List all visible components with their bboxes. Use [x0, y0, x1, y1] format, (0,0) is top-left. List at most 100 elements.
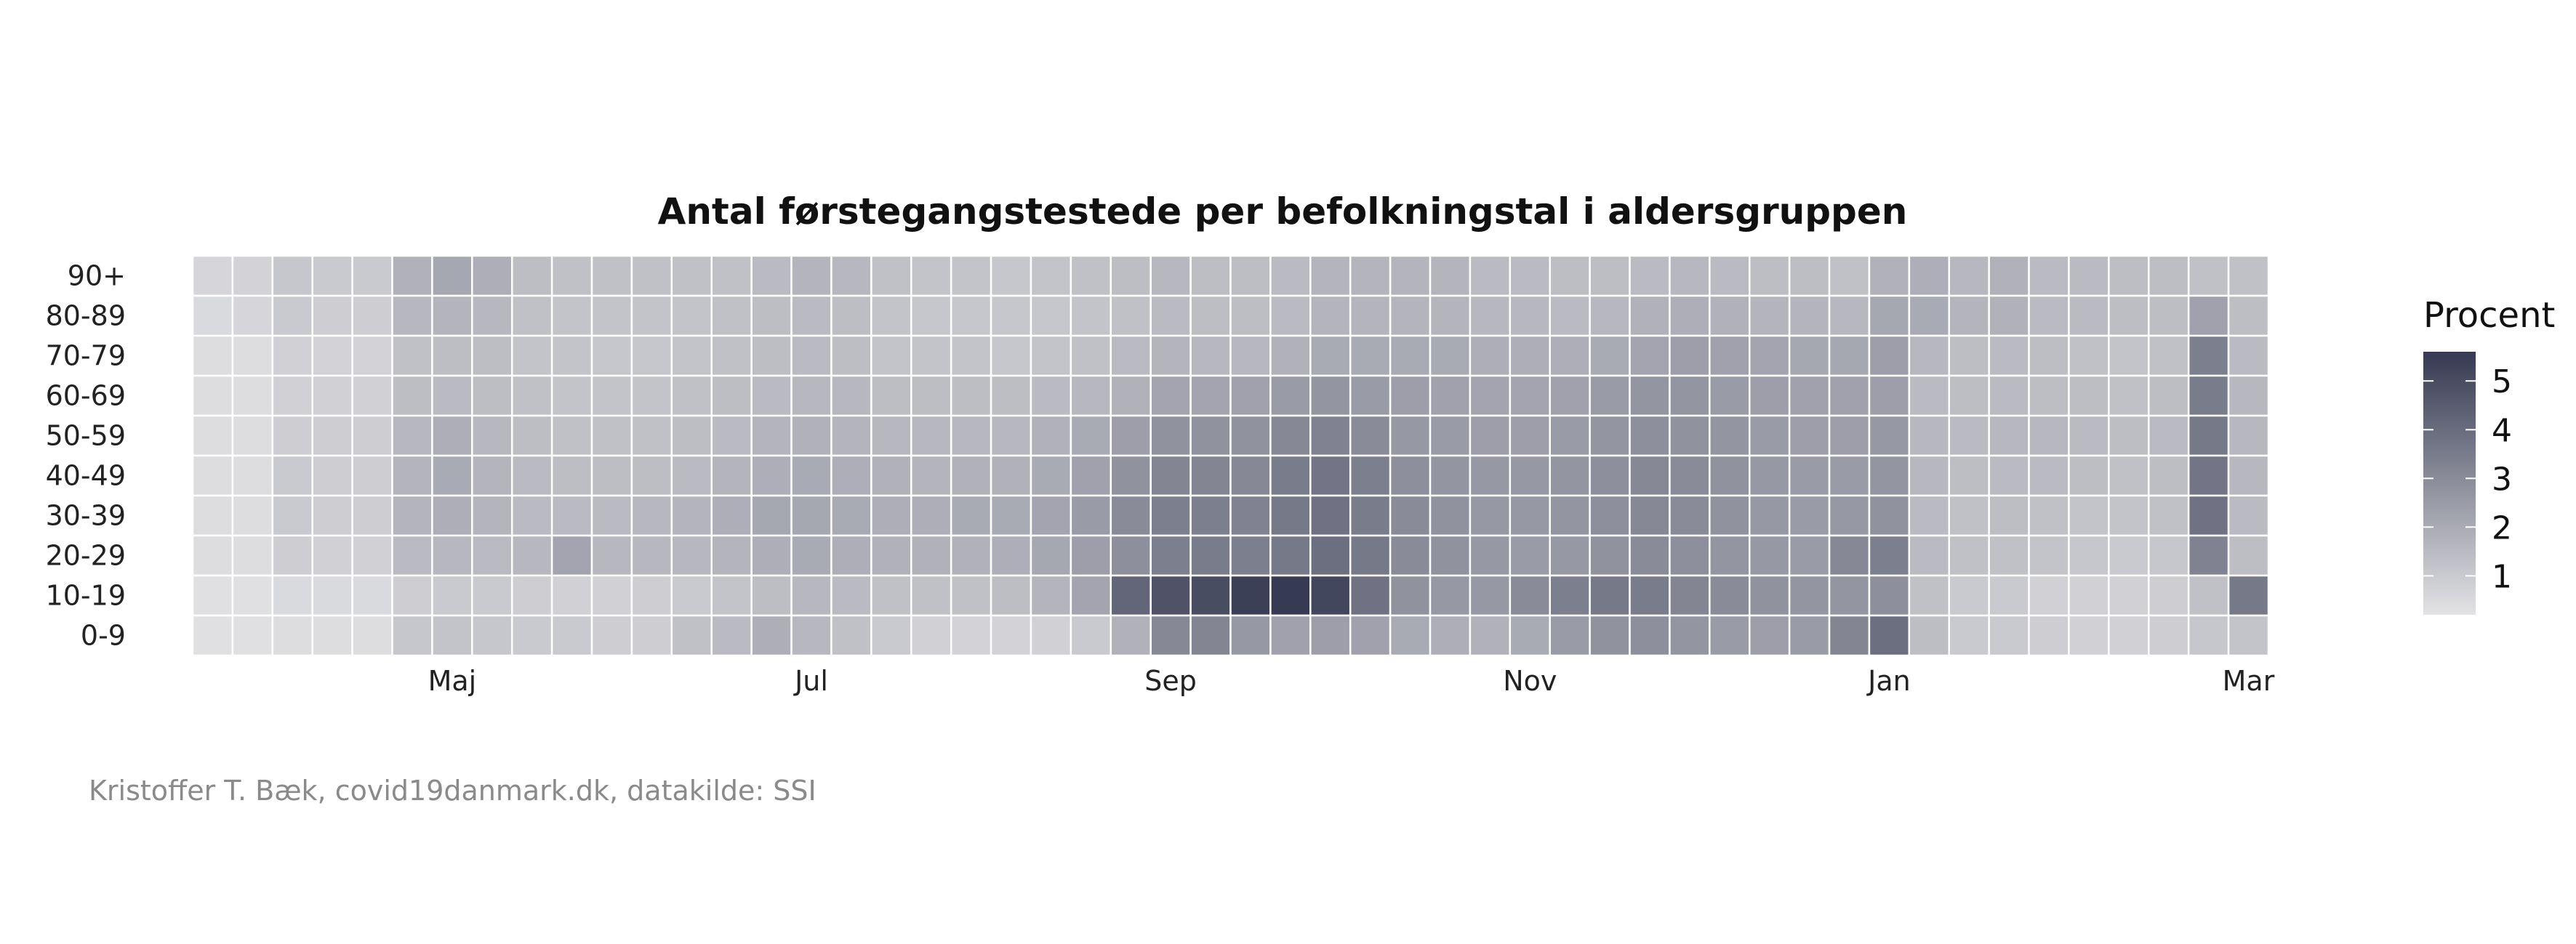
heatmap-cell	[1429, 614, 1472, 657]
heatmap-cell	[1788, 454, 1831, 497]
heatmap-cell	[1669, 454, 1711, 497]
heatmap-cell	[1828, 534, 1871, 577]
heatmap-cell	[1309, 454, 1352, 497]
heatmap-cell	[1549, 494, 1591, 537]
heatmap-cell	[1549, 574, 1591, 617]
heatmap-cell	[630, 414, 673, 457]
heatmap-cell	[351, 454, 393, 497]
heatmap-cell	[2028, 334, 2070, 377]
heatmap-cell	[191, 574, 234, 617]
heatmap-cell	[1389, 254, 1432, 297]
heatmap-cell	[790, 494, 832, 537]
heatmap-cell	[1269, 294, 1312, 337]
heatmap-cell	[2068, 254, 2110, 297]
heatmap-cell	[670, 614, 713, 657]
heatmap-cell	[231, 334, 274, 377]
heatmap-cell	[950, 614, 992, 657]
heatmap-cell	[630, 334, 673, 377]
heatmap-cell	[1629, 334, 1671, 377]
heatmap-cell	[1030, 494, 1072, 537]
y-tick-label: 40-49	[46, 460, 126, 492]
heatmap-cell	[1030, 294, 1072, 337]
heatmap-cell	[1509, 374, 1551, 417]
heatmap-cell	[1509, 614, 1551, 657]
heatmap-cell	[1948, 534, 1990, 577]
heatmap-cell	[471, 374, 513, 417]
heatmap-cell	[1229, 614, 1272, 657]
heatmap-cell	[2028, 414, 2070, 457]
heatmap-cell	[1868, 374, 1911, 417]
heatmap-cell	[1349, 494, 1392, 537]
heatmap-cell	[1309, 294, 1352, 337]
heatmap-cell	[311, 494, 353, 537]
heatmap-cell	[1309, 574, 1352, 617]
heatmap-cell	[510, 294, 553, 337]
heatmap-cell	[710, 414, 753, 457]
heatmap-cell	[1110, 294, 1152, 337]
heatmap-cell	[2028, 494, 2070, 537]
heatmap-cell	[1988, 454, 2030, 497]
heatmap-cell	[830, 374, 872, 417]
heatmap-cell	[1070, 414, 1112, 457]
heatmap-cell	[1110, 254, 1152, 297]
heatmap-cell	[2068, 454, 2110, 497]
heatmap-cell	[1229, 494, 1272, 537]
heatmap-cell	[2227, 254, 2270, 297]
heatmap-cell	[630, 494, 673, 537]
legend-tick-label: 2	[2492, 509, 2512, 546]
heatmap-cell	[431, 334, 473, 377]
heatmap-cell	[670, 454, 713, 497]
heatmap-cell	[1110, 494, 1152, 537]
heatmap-cell	[1709, 574, 1751, 617]
heatmap-cell	[1269, 414, 1312, 457]
heatmap-cell	[2068, 574, 2110, 617]
heatmap-cell	[510, 454, 553, 497]
heatmap-cell	[630, 574, 673, 617]
heatmap-cell	[1030, 254, 1072, 297]
heatmap-cell	[1549, 534, 1591, 577]
heatmap-cell	[311, 614, 353, 657]
heatmap-cell	[1229, 574, 1272, 617]
heatmap-cell	[2187, 494, 2230, 537]
heatmap-cell	[2148, 574, 2190, 617]
heatmap-cell	[1669, 294, 1711, 337]
heatmap-cell	[2148, 614, 2190, 657]
heatmap-cell	[870, 574, 912, 617]
heatmap-cell	[550, 414, 593, 457]
heatmap-cell	[2227, 414, 2270, 457]
heatmap-cell	[1828, 334, 1871, 377]
heatmap-cell	[670, 294, 713, 337]
heatmap-cell	[1429, 454, 1472, 497]
heatmap-cell	[271, 454, 313, 497]
heatmap-cell	[550, 534, 593, 577]
heatmap-cell	[1669, 414, 1711, 457]
x-axis-labels: Maj Jul Sep Nov Jan Mar	[428, 665, 2275, 697]
heatmap-cell	[1948, 334, 1990, 377]
heatmap-cell	[870, 534, 912, 577]
heatmap-cell	[1429, 374, 1472, 417]
heatmap-cell	[990, 374, 1032, 417]
heatmap-cell	[670, 574, 713, 617]
heatmap-cell	[1229, 334, 1272, 377]
heatmap-cell	[1868, 454, 1911, 497]
heatmap-cell	[191, 254, 234, 297]
heatmap-cell	[990, 574, 1032, 617]
heatmap-cell	[1070, 374, 1112, 417]
x-tick-label: Mar	[2223, 665, 2275, 697]
heatmap-cell	[1868, 614, 1911, 657]
heatmap-cell	[710, 374, 753, 417]
heatmap-cell	[550, 294, 593, 337]
heatmap-cell	[1429, 534, 1472, 577]
heatmap-cell	[1788, 374, 1831, 417]
heatmap-cell	[1229, 454, 1272, 497]
heatmap-cell	[1669, 574, 1711, 617]
heatmap-cell	[1149, 494, 1192, 537]
heatmap-cell	[2068, 374, 2110, 417]
heatmap-cell	[1189, 254, 1232, 297]
heatmap-cell	[910, 494, 952, 537]
heatmap-cell	[2148, 294, 2190, 337]
heatmap-cell	[1469, 534, 1512, 577]
heatmap-cell	[311, 374, 353, 417]
y-tick-label: 60-69	[46, 380, 126, 412]
heatmap-cell	[990, 534, 1032, 577]
